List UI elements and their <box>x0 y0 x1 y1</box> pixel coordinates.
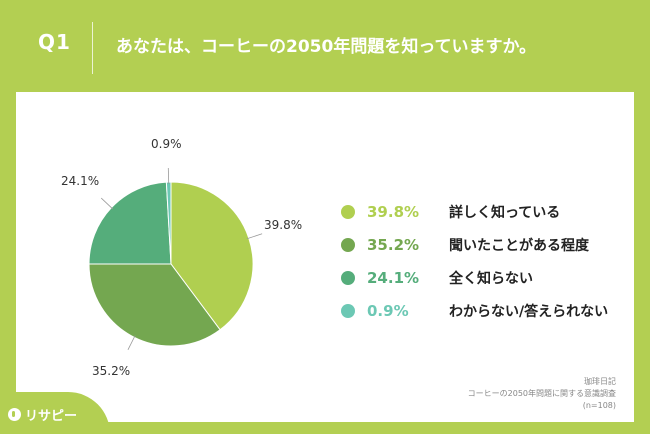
legend-item-unknown: 0.9% わからない/答えられない <box>341 294 631 327</box>
pie-label-not-know: 24.1% <box>61 174 100 188</box>
pie-chart <box>88 168 263 350</box>
pie-label-unknown: 0.9% <box>151 137 182 151</box>
legend-item-detailed-know: 39.8% 詳しく知っている <box>341 195 631 228</box>
legend-value-unknown: 0.9% <box>367 301 409 320</box>
legend: 39.8% 詳しく知っている 35.2% 聞いたことがある程度 24.1% 全く知らない 0… <box>341 195 631 327</box>
source-line-3: (n=108) <box>582 401 616 410</box>
pie-label-heard-of: 35.2% <box>92 364 131 378</box>
pie-label-detailed-know: 39.8% <box>264 218 303 232</box>
legend-label-unknown: わからない/答えられない <box>449 303 609 320</box>
legend-value-not-know: 24.1% <box>367 268 420 287</box>
legend-value-detailed-know: 39.8% <box>367 202 420 221</box>
question-number: Q1 <box>38 30 71 54</box>
source-note: 珈琲日記 コーヒーの2050年問題に関する意識調査 (n=108) <box>468 376 616 412</box>
legend-swatch-unknown <box>341 303 355 318</box>
header-divider <box>92 22 93 74</box>
logo-area: リサピー <box>0 392 110 434</box>
source-line-1: 珈琲日記 <box>584 377 616 386</box>
leader-line-heard-of <box>127 335 136 350</box>
header: Q1 あなたは、コーヒーの2050年問題を知っていますか。 <box>0 0 650 92</box>
question-text: あなたは、コーヒーの2050年問題を知っていますか。 <box>116 37 537 57</box>
legend-swatch-heard-of <box>341 237 355 252</box>
legend-swatch-not-know <box>341 270 355 285</box>
legend-label-not-know: 全く知らない <box>449 270 533 287</box>
source-line-2: コーヒーの2050年問題に関する意識調査 <box>467 389 616 398</box>
legend-item-not-know: 24.1% 全く知らない <box>341 261 631 294</box>
logo: リサピー <box>8 405 77 424</box>
location-pin-icon <box>8 408 21 421</box>
leader-line-detailed-know <box>246 233 263 240</box>
legend-swatch-detailed-know <box>341 204 355 219</box>
chart-card: 39.8% 35.2% 24.1% 0.9% 39.8% 詳しく知っている 35.2% 聞い… <box>16 92 634 422</box>
legend-value-heard-of: 35.2% <box>367 235 420 254</box>
logo-text: リサピー <box>25 409 78 424</box>
legend-item-heard-of: 35.2% 聞いたことがある程度 <box>341 228 631 261</box>
pie-slice-not-know <box>88 181 172 265</box>
legend-label-heard-of: 聞いたことがある程度 <box>449 237 589 254</box>
legend-label-detailed-know: 詳しく知っている <box>449 204 561 221</box>
leader-line-not-know <box>100 197 114 210</box>
